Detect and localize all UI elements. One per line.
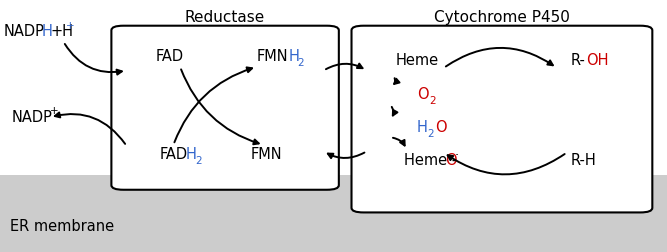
Text: H: H xyxy=(417,120,428,135)
Text: FMN: FMN xyxy=(257,49,288,64)
Text: R-: R- xyxy=(570,53,585,68)
Text: +: + xyxy=(66,21,75,32)
Bar xyxy=(0,175,667,252)
Text: R-H: R-H xyxy=(571,152,596,168)
Text: Heme -: Heme - xyxy=(404,152,457,168)
Text: H: H xyxy=(186,147,197,163)
Text: O: O xyxy=(417,87,428,102)
Text: Heme: Heme xyxy=(396,53,438,68)
Text: 2: 2 xyxy=(428,129,434,139)
Text: O: O xyxy=(446,152,457,168)
Text: FAD: FAD xyxy=(160,147,188,163)
Text: OH: OH xyxy=(586,53,608,68)
Text: Reductase: Reductase xyxy=(185,10,265,25)
Text: FMN: FMN xyxy=(251,147,283,163)
Text: H: H xyxy=(41,24,52,39)
Text: +: + xyxy=(50,106,59,116)
Text: Cytochrome P450: Cytochrome P450 xyxy=(434,10,570,25)
FancyBboxPatch shape xyxy=(111,26,339,190)
Text: 2: 2 xyxy=(429,96,436,106)
FancyBboxPatch shape xyxy=(352,26,652,212)
Text: O: O xyxy=(436,120,447,135)
Text: NADP: NADP xyxy=(12,110,53,125)
Text: NADP: NADP xyxy=(3,24,44,39)
Text: +H: +H xyxy=(50,24,73,39)
Text: H: H xyxy=(288,49,299,64)
Text: FAD: FAD xyxy=(156,49,184,64)
Text: 2: 2 xyxy=(297,58,303,68)
Text: ER membrane: ER membrane xyxy=(10,219,114,234)
Text: ·: · xyxy=(455,149,459,162)
Text: 2: 2 xyxy=(195,156,201,166)
